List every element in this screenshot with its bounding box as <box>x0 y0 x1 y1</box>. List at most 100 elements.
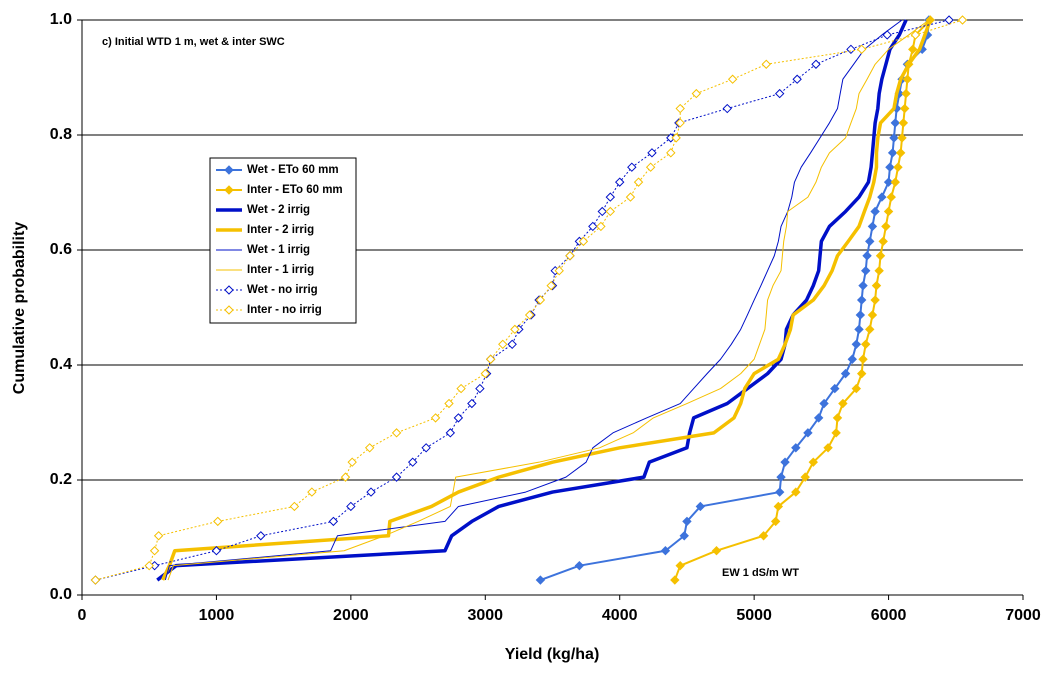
marker <box>596 221 606 232</box>
series-line <box>673 19 931 581</box>
marker <box>211 546 222 556</box>
marker <box>498 339 508 350</box>
marker <box>578 236 589 247</box>
marker <box>889 133 899 143</box>
marker <box>456 383 466 394</box>
marker <box>830 383 840 394</box>
legend-label: Inter - 2 irrig <box>247 224 314 236</box>
legend-label: Wet - 2 irrig <box>247 204 310 216</box>
marker <box>645 162 656 172</box>
marker <box>727 74 738 84</box>
marker <box>554 265 564 276</box>
marker <box>391 428 402 438</box>
marker <box>899 103 910 114</box>
marker <box>791 487 801 497</box>
x-tick-label: 3000 <box>467 607 503 624</box>
marker <box>770 516 781 527</box>
series-line <box>156 19 908 582</box>
marker <box>897 133 907 143</box>
marker <box>856 295 867 305</box>
marker <box>856 44 867 55</box>
x-axis-title: Yield (kg/ha) <box>505 646 600 663</box>
series-line <box>164 19 903 581</box>
marker <box>144 560 154 571</box>
marker <box>856 368 867 379</box>
marker <box>485 354 496 364</box>
marker <box>776 472 786 482</box>
marker <box>675 118 685 128</box>
marker <box>627 162 637 172</box>
marker <box>867 310 878 320</box>
marker <box>507 339 517 350</box>
marker <box>881 221 891 232</box>
marker <box>430 413 441 423</box>
marker <box>832 413 843 423</box>
marker <box>660 546 671 556</box>
marker <box>445 428 456 438</box>
marker <box>855 310 866 320</box>
marker <box>574 560 585 571</box>
marker <box>867 221 878 232</box>
marker <box>944 15 954 25</box>
annotation: EW 1 dS/m WT <box>722 567 799 579</box>
marker <box>908 44 918 55</box>
legend-label: Inter - 1 irrig <box>247 264 314 276</box>
marker <box>895 148 906 158</box>
x-tick-label: 5000 <box>736 607 772 624</box>
marker <box>510 324 520 335</box>
marker <box>625 192 636 202</box>
marker <box>588 221 598 232</box>
marker <box>890 177 901 187</box>
marker <box>565 251 575 261</box>
marker <box>467 398 477 409</box>
series-line <box>161 19 932 581</box>
marker <box>761 59 771 69</box>
marker <box>347 457 357 467</box>
marker <box>858 280 868 291</box>
marker <box>773 501 784 512</box>
marker <box>675 103 685 114</box>
legend-label: Inter - ETo 60 mm <box>247 184 343 196</box>
marker <box>391 472 402 482</box>
marker <box>711 546 722 556</box>
marker <box>813 413 824 423</box>
marker <box>861 265 871 276</box>
marker <box>878 236 888 247</box>
y-tick-label: 0.0 <box>50 586 72 603</box>
marker <box>153 531 164 541</box>
marker <box>328 516 339 527</box>
marker <box>535 295 546 305</box>
marker <box>861 339 871 350</box>
legend-label: Wet - ETo 60 mm <box>247 164 339 176</box>
x-tick-label: 1000 <box>199 607 235 624</box>
marker <box>791 443 801 453</box>
annotation: c) Initial WTD 1 m, wet & inter SWC <box>102 36 285 48</box>
marker <box>858 354 868 364</box>
y-tick-label: 0.8 <box>50 126 72 143</box>
marker <box>524 310 535 320</box>
marker <box>679 531 689 541</box>
marker <box>877 192 887 202</box>
marker <box>871 280 882 291</box>
x-tick-label: 6000 <box>871 607 907 624</box>
marker <box>366 487 376 497</box>
marker <box>851 383 862 394</box>
marker <box>870 206 880 217</box>
marker <box>851 339 862 350</box>
marker <box>870 295 880 305</box>
marker <box>890 118 901 128</box>
marker <box>675 560 685 571</box>
y-tick-label: 0.6 <box>50 241 72 258</box>
marker <box>902 74 913 84</box>
y-tick-label: 0.2 <box>50 471 72 488</box>
marker <box>722 103 732 114</box>
marker <box>865 324 875 335</box>
marker <box>847 354 857 364</box>
marker <box>475 383 485 394</box>
marker <box>535 575 546 585</box>
marker <box>910 30 921 40</box>
marker <box>480 368 490 379</box>
marker <box>224 305 234 315</box>
marker <box>957 15 968 25</box>
